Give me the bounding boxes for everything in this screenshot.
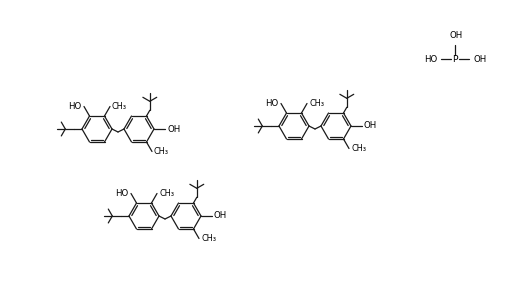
Text: P: P bbox=[452, 54, 458, 64]
Text: OH: OH bbox=[167, 125, 180, 133]
Text: CH₃: CH₃ bbox=[154, 147, 169, 156]
Text: CH₃: CH₃ bbox=[201, 234, 216, 243]
Text: CH₃: CH₃ bbox=[112, 102, 127, 111]
Text: CH₃: CH₃ bbox=[309, 99, 324, 108]
Text: OH: OH bbox=[214, 212, 227, 220]
Text: HO: HO bbox=[115, 189, 128, 198]
Text: CH₃: CH₃ bbox=[159, 189, 174, 198]
Text: CH₃: CH₃ bbox=[351, 144, 366, 153]
Text: HO: HO bbox=[265, 99, 278, 108]
Text: OH: OH bbox=[449, 31, 463, 40]
Text: OH: OH bbox=[473, 54, 486, 64]
Text: HO: HO bbox=[424, 54, 437, 64]
Text: HO: HO bbox=[68, 102, 81, 111]
Text: OH: OH bbox=[364, 122, 377, 130]
